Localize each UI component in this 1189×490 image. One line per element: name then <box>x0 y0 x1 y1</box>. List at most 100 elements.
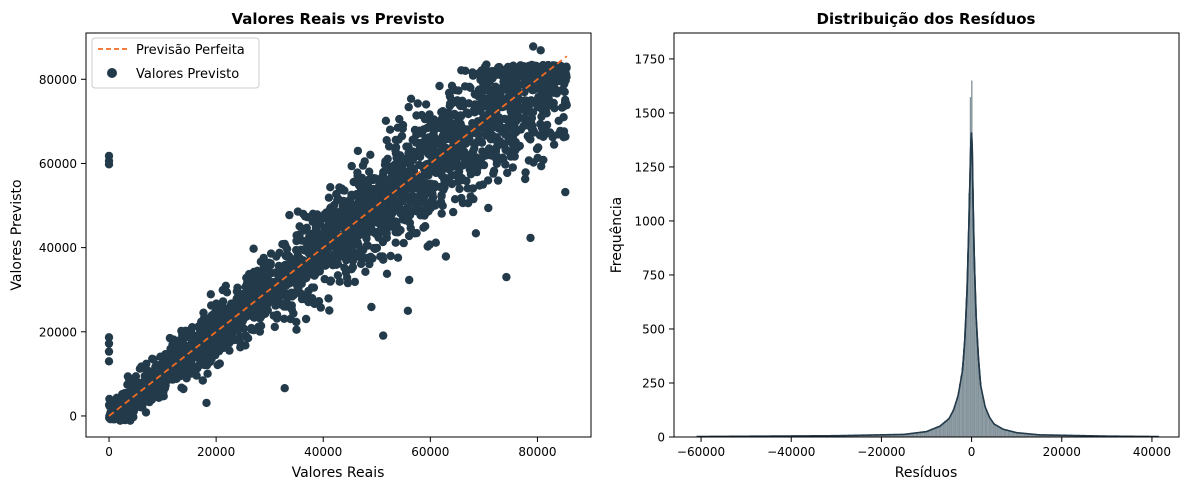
scatter-point <box>280 314 289 323</box>
histogram-bar <box>1022 432 1024 437</box>
histogram-bar <box>996 425 999 437</box>
scatter-point <box>131 372 141 381</box>
scatter-point <box>487 130 496 140</box>
y-tick-label: 40000 <box>39 241 77 255</box>
scatter-outlier-point <box>104 347 114 356</box>
histogram-bar <box>934 427 936 437</box>
scatter-point <box>425 150 434 160</box>
scatter-point <box>136 403 146 412</box>
histogram-bar <box>877 434 880 437</box>
scatter-point <box>267 268 276 278</box>
scatter-point <box>350 277 360 287</box>
scatter-point <box>526 97 535 106</box>
scatter-point <box>325 306 334 315</box>
scatter-point <box>479 160 489 170</box>
histogram-bar <box>1032 433 1034 437</box>
histogram-y-axis-label: Frequência <box>609 197 625 274</box>
scatter-point <box>399 238 408 248</box>
histogram-plot-frame <box>673 32 1180 438</box>
scatter-point <box>412 111 421 120</box>
histogram-bar <box>908 433 911 437</box>
scatter-point <box>464 99 474 108</box>
histogram-bar <box>1038 434 1041 437</box>
scatter-point <box>405 218 415 227</box>
scatter-point <box>376 220 385 229</box>
scatter-point <box>497 139 506 148</box>
histogram-bar <box>984 407 987 437</box>
scatter-point <box>458 198 468 208</box>
histogram-bar <box>919 431 922 437</box>
scatter-point <box>499 65 509 75</box>
histogram-bar <box>892 434 895 437</box>
scatter-point <box>180 346 190 355</box>
histogram-x-axis-label: Resíduos <box>895 465 958 481</box>
histogram-bar <box>952 410 954 437</box>
scatter-point <box>106 415 115 424</box>
histogram-bar <box>968 192 970 437</box>
scatter-point <box>289 290 298 300</box>
histogram-bar <box>922 431 924 437</box>
scatter-point <box>421 222 430 231</box>
scatter-point <box>529 158 538 167</box>
scatter-point <box>305 267 315 277</box>
scatter-point <box>314 232 324 241</box>
scatter-point <box>295 222 304 231</box>
scatter-point <box>213 360 222 370</box>
scatter-panel: Valores Reais vs Previsto 0 20000 40000 600… <box>9 10 592 481</box>
histogram-bar <box>911 432 913 437</box>
scatter-outlier-point <box>529 42 538 51</box>
scatter-point <box>393 253 403 262</box>
scatter-point <box>141 408 151 417</box>
scatter-point <box>561 95 570 105</box>
histogram-bar <box>933 427 935 437</box>
scatter-point <box>223 333 232 342</box>
scatter-outlier-point <box>104 357 114 366</box>
scatter-point <box>363 181 372 191</box>
histogram-bar <box>915 432 918 437</box>
scatter-point <box>429 183 439 193</box>
scatter-point <box>540 83 549 92</box>
scatter-outlier-point <box>403 306 413 315</box>
scatter-outlier-point <box>292 325 301 334</box>
scatter-point <box>337 184 347 193</box>
histogram-bar <box>883 434 885 437</box>
scatter-point <box>549 140 559 149</box>
scatter-outlier-point <box>202 398 211 408</box>
scatter-point <box>204 347 214 356</box>
histogram-bar <box>907 433 909 437</box>
y-tick-label: 1000 <box>634 214 665 228</box>
scatter-point <box>345 207 354 216</box>
histogram-bar <box>927 430 930 437</box>
scatter-point <box>391 228 400 237</box>
scatter-point <box>486 67 495 76</box>
scatter-point <box>438 155 448 164</box>
scatter-point <box>552 89 561 98</box>
scatter-point <box>271 301 280 310</box>
histogram-bar <box>940 424 942 437</box>
x-tick-label: −60000 <box>677 445 725 459</box>
scatter-point <box>546 101 556 110</box>
x-tick-label: 20000 <box>197 445 235 459</box>
scatter-outlier-point <box>471 229 481 238</box>
scatter-point <box>404 231 414 241</box>
scatter-point <box>187 356 196 365</box>
scatter-point <box>481 129 490 139</box>
histogram-bar <box>961 367 964 437</box>
scatter-point <box>521 168 530 177</box>
scatter-point <box>353 146 363 156</box>
scatter-point <box>152 372 161 382</box>
histogram-bar <box>946 418 949 437</box>
scatter-point <box>453 177 463 187</box>
histogram-bar <box>973 256 976 437</box>
histogram-bar <box>1010 430 1012 437</box>
scatter-point <box>478 180 488 189</box>
histogram-bar <box>906 433 908 437</box>
scatter-point <box>298 275 307 285</box>
histogram-bar <box>979 376 981 437</box>
legend-marker-swatch <box>107 68 117 78</box>
histogram-bar <box>950 412 953 437</box>
scatter-point <box>420 192 429 201</box>
histogram-bar <box>880 434 882 437</box>
histogram-bar <box>981 394 984 437</box>
y-tick-label: 1250 <box>634 160 665 174</box>
